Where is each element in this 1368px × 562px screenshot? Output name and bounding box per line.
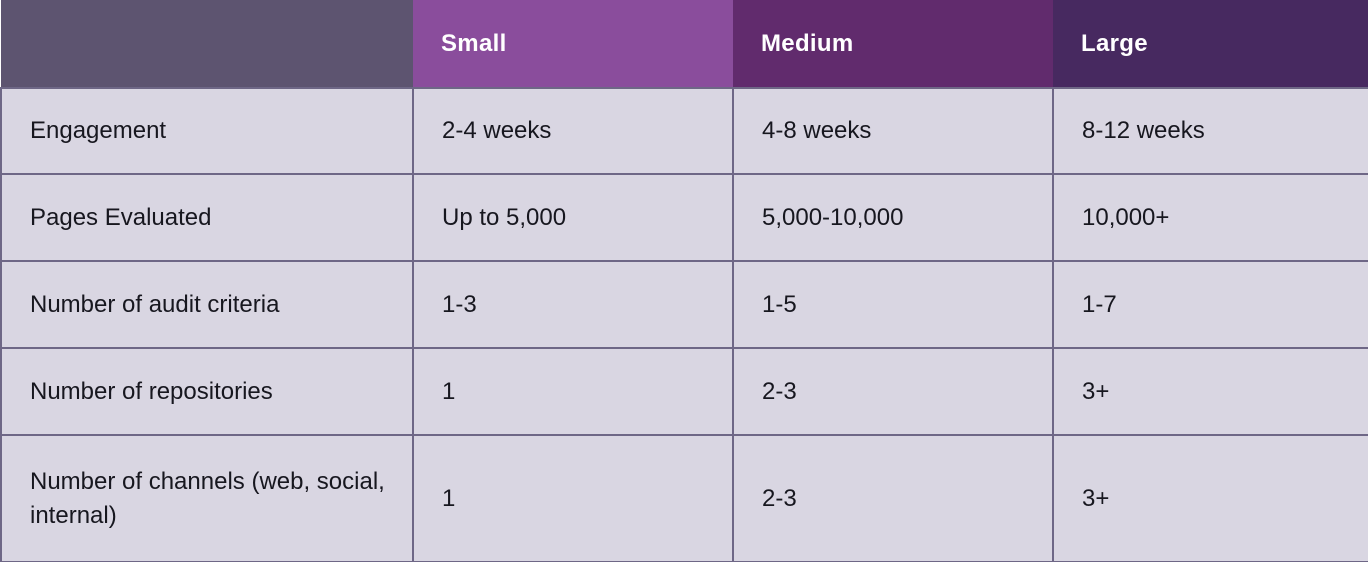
table-cell: Up to 5,000 — [412, 173, 734, 262]
column-header-blank — [1, 0, 413, 88]
table-row-channels: Number of channels (web, social, interna… — [0, 434, 1368, 562]
table-body: Engagement 2-4 weeks 4-8 weeks 8-12 week… — [0, 87, 1368, 562]
column-header-large: Large — [1053, 0, 1368, 88]
table-row-engagement: Engagement 2-4 weeks 4-8 weeks 8-12 week… — [0, 87, 1368, 175]
row-label-cell: Engagement — [0, 87, 414, 175]
table-cell: 1-7 — [1052, 260, 1368, 349]
table-cell: 1 — [412, 434, 734, 562]
row-label-cell: Number of audit criteria — [0, 260, 414, 349]
table-cell: 10,000+ — [1052, 173, 1368, 262]
row-label-cell: Number of channels (web, social, interna… — [0, 434, 414, 562]
table-row-repositories: Number of repositories 1 2-3 3+ — [0, 347, 1368, 436]
table-row-audit-criteria: Number of audit criteria 1-3 1-5 1-7 — [0, 260, 1368, 349]
table-cell: 3+ — [1052, 347, 1368, 436]
row-label-cell: Number of repositories — [0, 347, 414, 436]
column-header-medium: Medium — [733, 0, 1053, 88]
table-cell: 4-8 weeks — [732, 87, 1054, 175]
table-cell: 2-3 — [732, 434, 1054, 562]
row-label-cell: Pages Evaluated — [0, 173, 414, 262]
table-cell: 2-3 — [732, 347, 1054, 436]
table-cell: 1-3 — [412, 260, 734, 349]
table-header: Small Medium Large — [1, 0, 1368, 88]
table-cell: 1 — [412, 347, 734, 436]
table-cell: 1-5 — [732, 260, 1054, 349]
table-cell: 5,000-10,000 — [732, 173, 1054, 262]
table-cell: 3+ — [1052, 434, 1368, 562]
table-cell: 8-12 weeks — [1052, 87, 1368, 175]
table-row-pages-evaluated: Pages Evaluated Up to 5,000 5,000-10,000… — [0, 173, 1368, 262]
header-row: Small Medium Large — [1, 0, 1368, 88]
table-cell: 2-4 weeks — [412, 87, 734, 175]
column-header-small: Small — [413, 0, 733, 88]
